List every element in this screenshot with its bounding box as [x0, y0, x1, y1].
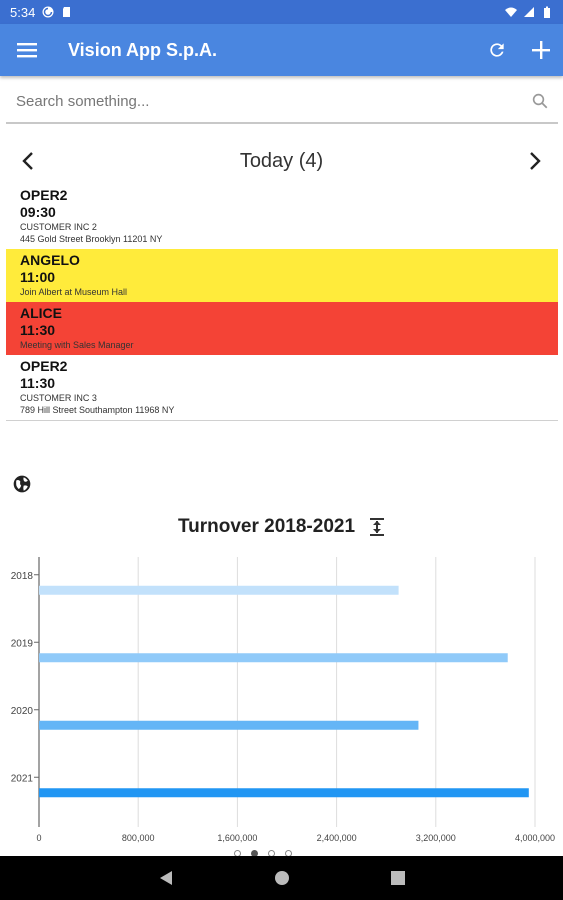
recents-button[interactable]: [388, 868, 408, 888]
appointment-time: 11:30: [20, 322, 56, 338]
appointment-item[interactable]: OPER2 11:30 CUSTOMER INC 3 789 Hill Stre…: [6, 355, 558, 421]
bar-2019: [39, 653, 508, 663]
appointment-item[interactable]: ALICE 11:30 Meeting with Sales Manager: [6, 302, 558, 355]
y-tick-label: 2020: [11, 706, 34, 717]
search-input[interactable]: [6, 92, 522, 110]
home-circle-icon: [274, 871, 289, 885]
appointment-operator: OPER2: [20, 187, 68, 203]
appointment-time: 11:30: [20, 375, 56, 391]
y-tick-label: 2021: [11, 773, 34, 784]
x-tick-label: 3,200,000: [416, 833, 456, 843]
refresh-icon: [490, 43, 504, 57]
appointment-description: Join Albert at Museum Hall: [20, 287, 128, 297]
appointment-item[interactable]: OPER2 09:30 CUSTOMER INC 2 445 Gold Stre…: [6, 184, 558, 249]
chart-header: Turnover 2018-2021: [0, 512, 563, 542]
recents-square-icon: [390, 871, 405, 885]
appointment-time: 11:00: [20, 269, 56, 285]
x-tick-label: 2,400,000: [317, 833, 357, 843]
previous-day-button[interactable]: [16, 149, 40, 173]
x-tick-label: 0: [36, 833, 41, 843]
hamburger-icon: [17, 43, 37, 58]
bar-2018: [39, 585, 399, 595]
expand-vertical-icon[interactable]: [369, 517, 385, 537]
globe-icon: [13, 475, 31, 493]
appointment-item[interactable]: ANGELO 11:00 Join Albert at Museum Hall: [6, 249, 558, 302]
menu-button[interactable]: [0, 24, 54, 76]
back-button[interactable]: [156, 868, 176, 888]
day-title: Today (4): [239, 149, 324, 172]
system-navigation-bar: [0, 856, 563, 900]
sd-card-icon: [63, 7, 71, 17]
appointment-list: OPER2 09:30 CUSTOMER INC 2 445 Gold Stre…: [6, 184, 558, 421]
next-day-button[interactable]: [523, 149, 547, 173]
appointment-customer: CUSTOMER INC 3: [20, 393, 97, 403]
y-tick-label: 2018: [11, 571, 34, 582]
globe-button[interactable]: [12, 474, 32, 494]
appointment-customer: CUSTOMER INC 2: [20, 222, 97, 232]
y-tick-label: 2019: [11, 638, 34, 649]
appointment-operator: ANGELO: [20, 252, 80, 268]
chart-title: Turnover 2018-2021: [177, 516, 356, 537]
back-triangle-icon: [159, 871, 172, 885]
appointment-description: Meeting with Sales Manager: [20, 340, 134, 350]
bar-2021: [39, 788, 529, 798]
signal-icon: [524, 7, 534, 17]
chevron-right-icon: [530, 152, 541, 170]
app-title: Vision App S.p.A.: [68, 39, 218, 60]
status-time: 5:34: [10, 4, 36, 20]
search-icon: [532, 93, 548, 109]
appointment-address: 789 Hill Street Southampton 11968 NY: [20, 405, 175, 415]
refresh-button[interactable]: [475, 24, 519, 76]
status-bar: 5:34: [0, 0, 563, 24]
turnover-chart: 0 800,000 1,600,000 2,400,000 3,200,000 4,000…: [11, 557, 555, 843]
x-tick-label: 4,000,000: [515, 833, 555, 843]
day-navigator: Today (4): [0, 140, 563, 182]
add-button[interactable]: [519, 24, 563, 76]
search-bar: [6, 80, 558, 124]
chevron-left-icon: [22, 152, 33, 170]
wifi-icon: [505, 7, 517, 17]
search-button[interactable]: [522, 92, 558, 110]
plus-icon: [532, 41, 550, 59]
home-button[interactable]: [272, 868, 292, 888]
x-tick-label: 1,600,000: [217, 833, 257, 843]
appointment-time: 09:30: [20, 204, 56, 220]
appointment-operator: ALICE: [20, 305, 62, 321]
battery-icon: [544, 6, 550, 18]
bar-2020: [39, 720, 419, 730]
sync-status-icon: [42, 6, 54, 18]
appointment-operator: OPER2: [20, 358, 68, 374]
appointment-address: 445 Gold Street Brooklyn 11201 NY: [20, 234, 163, 244]
app-bar: Vision App S.p.A.: [0, 24, 563, 76]
x-tick-label: 800,000: [122, 833, 155, 843]
